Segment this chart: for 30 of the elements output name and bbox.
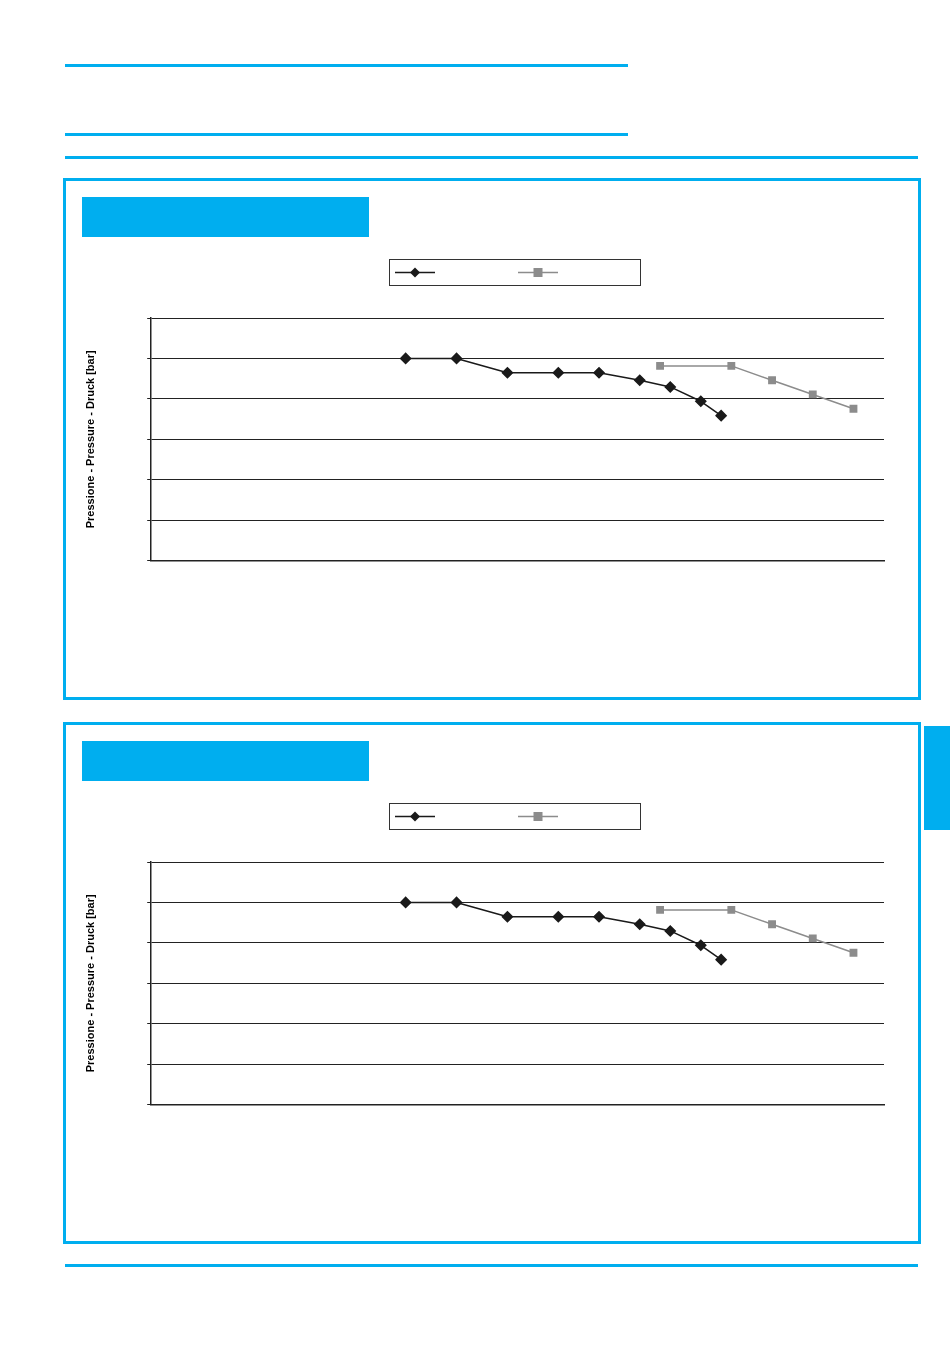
y-axis-title: Pressione - Pressure - Druck [bar] — [83, 350, 96, 529]
point — [501, 367, 514, 379]
point — [399, 352, 412, 365]
point — [849, 404, 858, 413]
point — [695, 395, 707, 408]
point — [450, 352, 463, 365]
point — [715, 409, 727, 422]
point — [727, 361, 736, 370]
point — [664, 381, 677, 393]
point — [695, 939, 707, 952]
point — [768, 920, 776, 929]
point — [808, 934, 817, 943]
point — [552, 911, 565, 923]
point — [727, 905, 736, 914]
point — [399, 896, 412, 909]
point — [656, 361, 665, 370]
point — [664, 925, 677, 937]
point — [808, 390, 817, 399]
point — [501, 911, 514, 923]
point — [593, 367, 605, 379]
point — [715, 953, 727, 966]
point — [593, 911, 605, 923]
point — [768, 376, 776, 385]
y-axis-title: Pressione - Pressure - Druck [bar] — [83, 894, 96, 1073]
point — [656, 905, 665, 914]
point — [633, 918, 646, 931]
point — [552, 367, 565, 379]
point — [633, 374, 646, 387]
point — [849, 948, 858, 957]
point — [450, 896, 463, 909]
